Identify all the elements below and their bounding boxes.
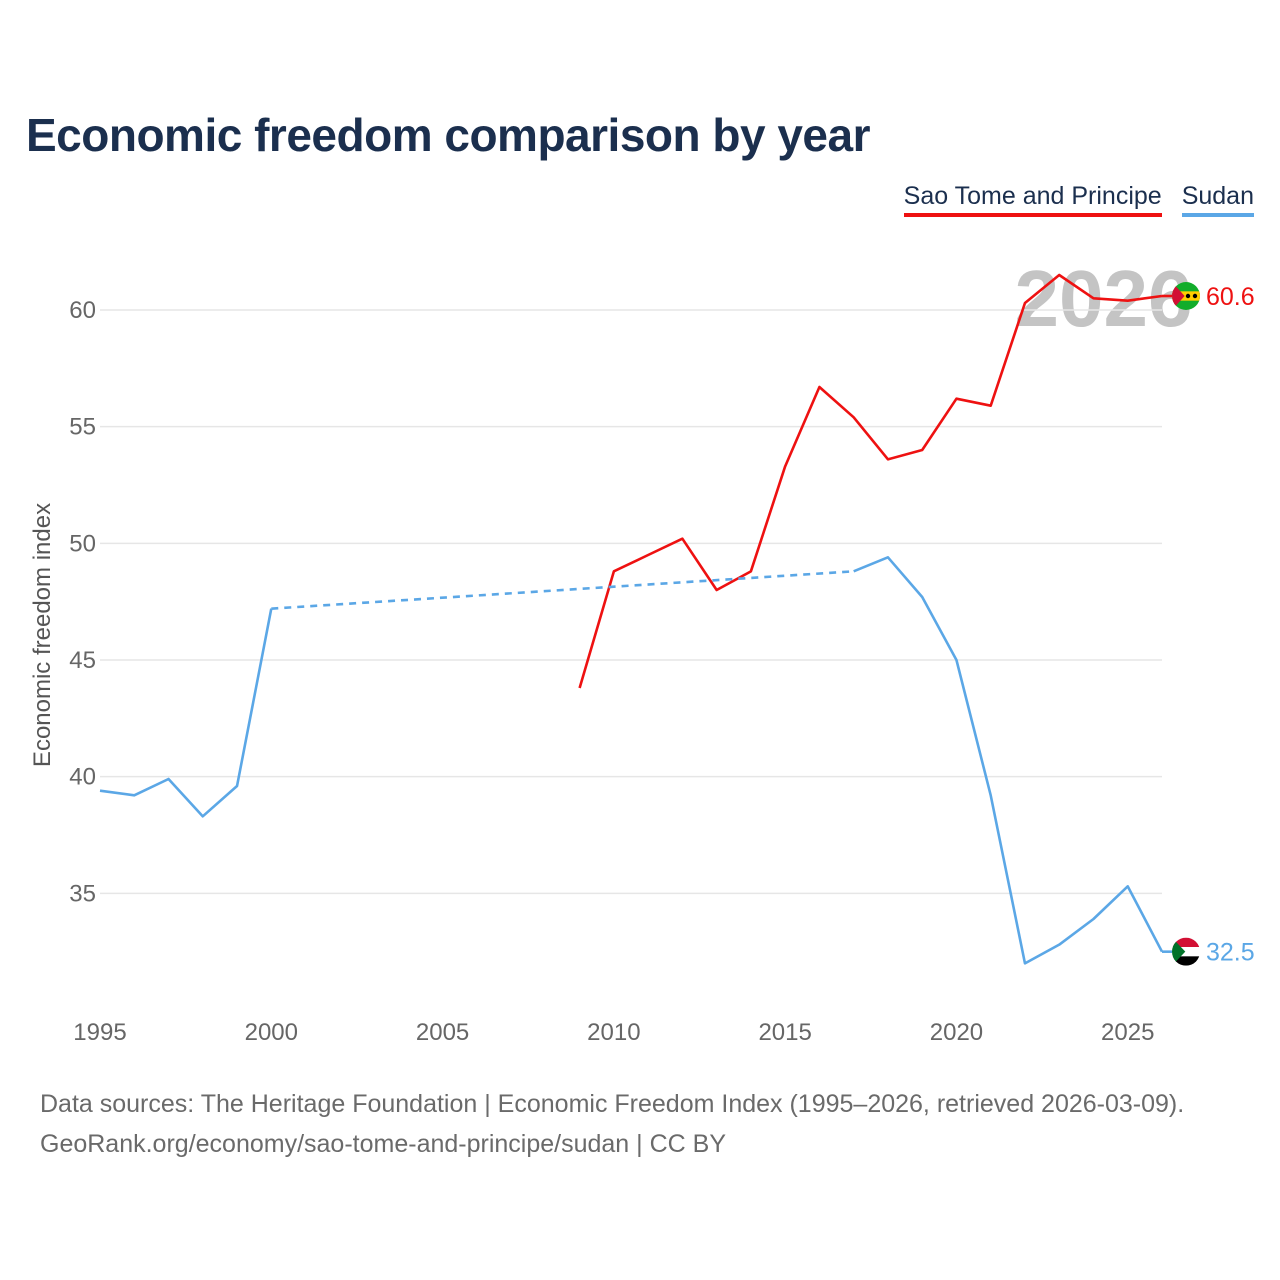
x-tick-label: 1995 xyxy=(73,1019,126,1046)
series-line-sudan xyxy=(99,608,273,818)
y-tick-label: 40 xyxy=(69,764,96,791)
y-tick-label: 35 xyxy=(69,880,96,907)
y-tick-label: 45 xyxy=(69,647,96,674)
series-gap-line-sudan xyxy=(271,570,854,610)
y-tick-label: 55 xyxy=(69,414,96,441)
y-tick-label: 60 xyxy=(69,297,96,324)
series-line-sudan xyxy=(853,556,1164,965)
x-tick-label: 2005 xyxy=(416,1019,469,1046)
data-source-text: Data sources: The Heritage Foundation | … xyxy=(40,1090,1185,1118)
sudan-flag-icon xyxy=(1172,937,1200,966)
legend-item-sudan[interactable]: Sudan xyxy=(1181,182,1254,217)
end-value-label-sao-tome-and-principe: 60.6 xyxy=(1206,283,1255,311)
footer: Data sources: The Heritage Foundation | … xyxy=(40,1084,1184,1164)
sao-tome-and-principe-flag-icon xyxy=(1172,282,1200,310)
x-tick-label: 2010 xyxy=(587,1019,640,1046)
chart-title: Economic freedom comparison by year xyxy=(26,109,871,161)
y-tick-label: 50 xyxy=(69,530,96,557)
x-tick-label: 2020 xyxy=(930,1019,983,1046)
x-tick-label: 2000 xyxy=(245,1019,298,1046)
attribution-text: GeoRank.org/economy/sao-tome-and-princip… xyxy=(40,1130,726,1158)
y-axis-title: Economic freedom index xyxy=(29,503,56,767)
series-line-sao-tome-and-principe xyxy=(578,273,1163,689)
legend: Sao Tome and Principe Sudan xyxy=(903,182,1254,217)
x-tick-label: 2015 xyxy=(758,1019,811,1046)
x-tick-label: 2025 xyxy=(1101,1019,1154,1046)
end-value-label-sudan: 32.5 xyxy=(1206,939,1255,967)
legend-item-sao-tome-and-principe[interactable]: Sao Tome and Principe xyxy=(903,182,1162,217)
